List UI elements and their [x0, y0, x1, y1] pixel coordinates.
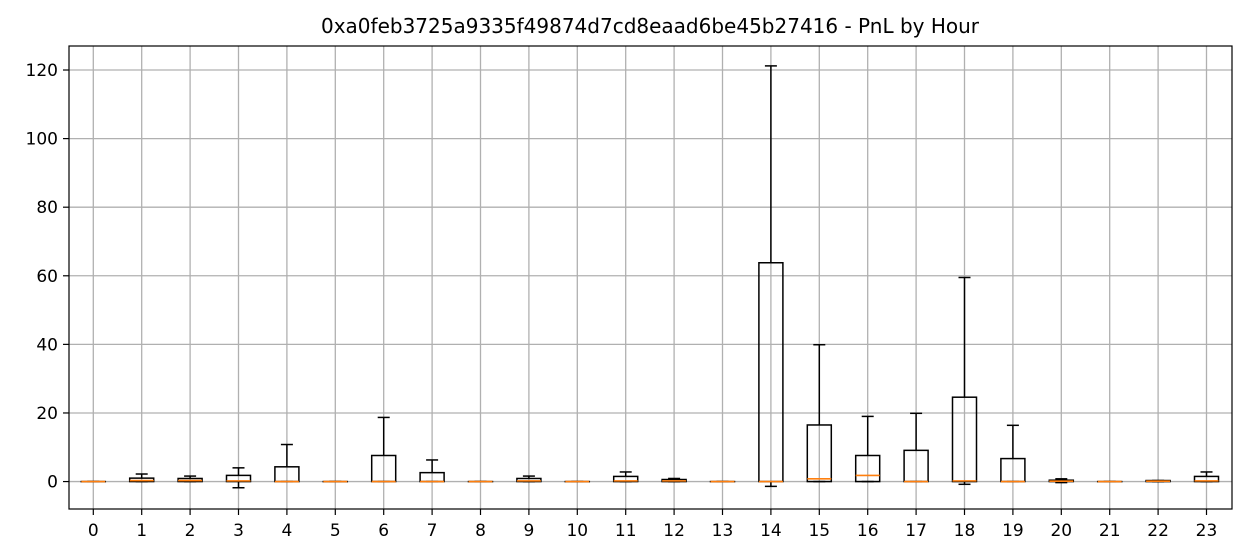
x-tick-label: 5: [330, 521, 341, 541]
iqr-box: [854, 454, 881, 483]
box-hour-7: [419, 459, 445, 483]
x-tick-label: 0: [88, 521, 99, 541]
x-tick-label: 19: [1002, 521, 1024, 541]
x-tick-label: 6: [378, 521, 389, 541]
box-hour-19: [1000, 424, 1026, 483]
x-tick-label: 23: [1196, 521, 1218, 541]
x-tick-label: 18: [954, 521, 976, 541]
x-tick-label: 12: [663, 521, 685, 541]
y-tick-label: 60: [36, 267, 58, 287]
box-hour-4: [274, 443, 300, 483]
box-hour-1: [128, 473, 155, 483]
iqr-box: [806, 424, 833, 483]
x-tick-label: 16: [857, 521, 879, 541]
box-hour-11: [612, 471, 639, 483]
box-hour-16: [854, 415, 881, 483]
y-tick-label: 20: [36, 404, 58, 424]
x-tick-label: 9: [523, 521, 534, 541]
box-hour-9: [516, 475, 542, 483]
box-hour-23: [1193, 471, 1220, 483]
x-tick-label: 17: [905, 521, 927, 541]
x-tick-label: 20: [1050, 521, 1072, 541]
x-tick-label: 21: [1099, 521, 1121, 541]
plot-area-frame: [68, 45, 1233, 510]
y-tick-label: 40: [36, 335, 58, 355]
x-tick-label: 14: [760, 521, 782, 541]
box-hour-6: [370, 416, 397, 483]
box-hour-12: [661, 477, 687, 483]
x-tick-label: 22: [1147, 521, 1169, 541]
chart-title: 0xa0feb3725a9335f49874d7cd8eaad6be45b274…: [321, 14, 980, 38]
box-hour-18: [951, 276, 978, 486]
x-tick-label: 7: [427, 521, 438, 541]
box-hour-22: [1145, 479, 1171, 483]
box-hour-17: [903, 412, 929, 483]
y-tick-label: 120: [26, 61, 58, 81]
box-hour-3: [225, 467, 252, 489]
x-tick-label: 3: [233, 521, 244, 541]
x-tick-label: 1: [136, 521, 147, 541]
x-tick-label: 4: [281, 521, 292, 541]
box-hour-2: [177, 475, 203, 483]
box-hour-15: [806, 343, 833, 483]
x-tick-label: 10: [566, 521, 588, 541]
x-tick-label: 15: [808, 521, 830, 541]
box-hour-14: [758, 65, 784, 488]
x-tick-label: 13: [712, 521, 734, 541]
x-tick-label: 11: [615, 521, 637, 541]
y-tick-label: 0: [47, 473, 58, 493]
y-tick-label: 100: [26, 130, 58, 150]
box-layer: [80, 65, 1220, 489]
x-tick-label: 2: [185, 521, 196, 541]
box-hour-20: [1048, 478, 1075, 484]
y-tick-label: 80: [36, 198, 58, 218]
x-tick-label: 8: [475, 521, 486, 541]
